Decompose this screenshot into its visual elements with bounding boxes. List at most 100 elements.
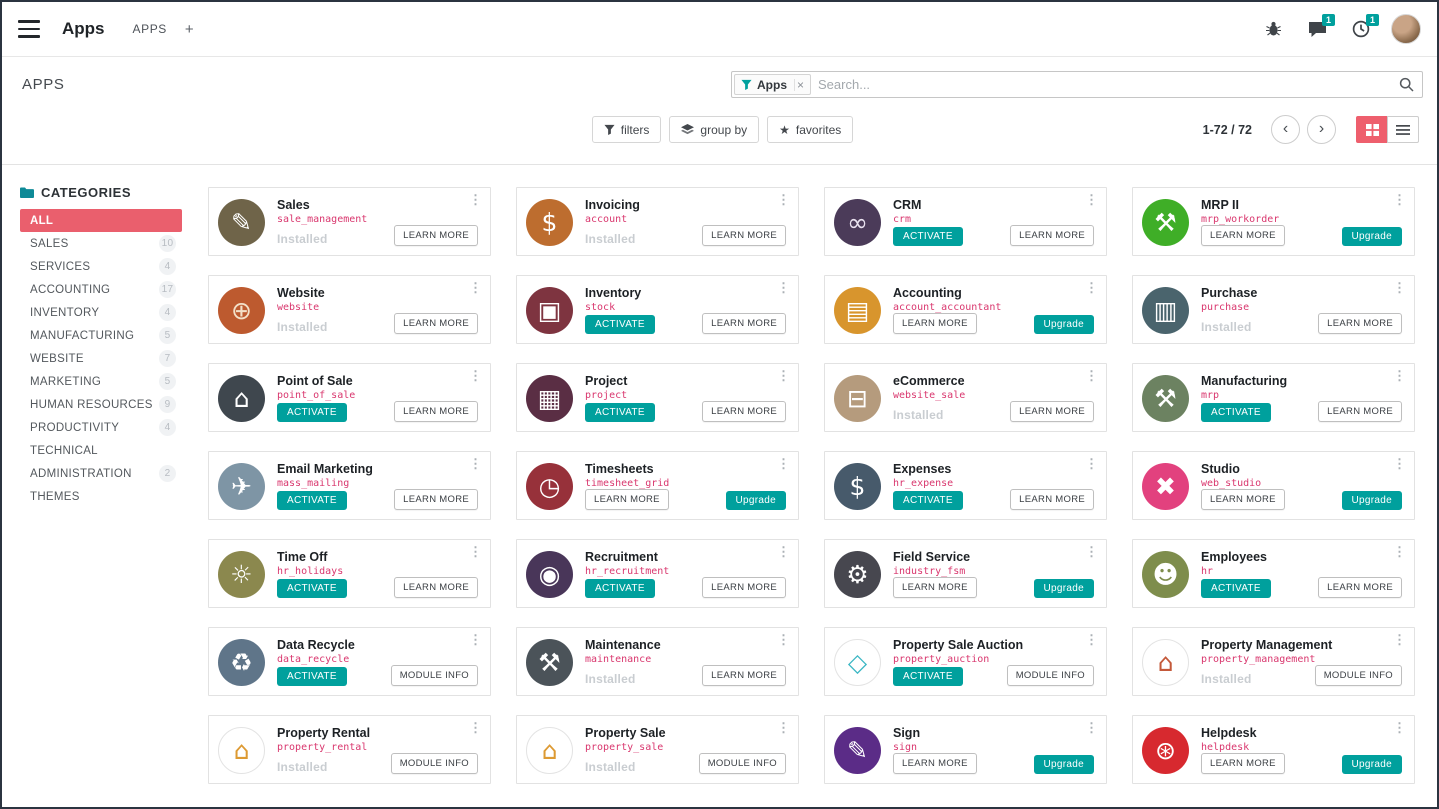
activities-clock-icon[interactable]: 1	[1343, 12, 1379, 46]
app-card-property_sale[interactable]: ⌂ Property Sale property_sale Installed …	[516, 715, 799, 784]
app-card-crm[interactable]: ∞ CRM crm ACTIVATE LEARN MORE ⋮	[824, 187, 1107, 256]
module-info-button[interactable]: MODULE INFO	[698, 753, 786, 774]
learn-more-button[interactable]: LEARN MORE	[702, 225, 786, 246]
learn-more-button[interactable]: LEARN MORE	[702, 313, 786, 334]
app-card-property_management[interactable]: ⌂ Property Management property_managemen…	[1132, 627, 1415, 696]
card-menu-icon[interactable]: ⋮	[1085, 456, 1098, 471]
list-view-button[interactable]	[1387, 116, 1419, 143]
activate-button[interactable]: ACTIVATE	[1201, 403, 1271, 422]
card-menu-icon[interactable]: ⋮	[777, 280, 790, 295]
learn-more-button[interactable]: LEARN MORE	[394, 401, 478, 422]
learn-more-button[interactable]: LEARN MORE	[1010, 225, 1094, 246]
sidebar-item-sales[interactable]: SALES 10	[20, 232, 182, 255]
filters-button[interactable]: filters	[591, 116, 662, 143]
app-card-purchase[interactable]: ▥ Purchase purchase Installed LEARN MORE…	[1132, 275, 1415, 344]
card-menu-icon[interactable]: ⋮	[1393, 720, 1406, 735]
card-menu-icon[interactable]: ⋮	[469, 280, 482, 295]
app-card-sale_management[interactable]: ✎ Sales sale_management Installed LEARN …	[208, 187, 491, 256]
facet-remove-icon[interactable]: ×	[794, 78, 804, 91]
card-menu-icon[interactable]: ⋮	[777, 720, 790, 735]
card-menu-icon[interactable]: ⋮	[1085, 720, 1098, 735]
card-menu-icon[interactable]: ⋮	[469, 544, 482, 559]
user-avatar[interactable]	[1391, 14, 1421, 44]
card-menu-icon[interactable]: ⋮	[1085, 280, 1098, 295]
app-card-web_studio[interactable]: ✖ Studio web_studio LEARN MORE Upgrade ⋮	[1132, 451, 1415, 520]
app-card-hr_holidays[interactable]: ☼ Time Off hr_holidays ACTIVATE LEARN MO…	[208, 539, 491, 608]
app-card-hr_expense[interactable]: $ Expenses hr_expense ACTIVATE LEARN MOR…	[824, 451, 1107, 520]
messages-chat-icon[interactable]: 1	[1299, 12, 1335, 46]
nav-item-apps[interactable]: APPS	[132, 22, 167, 36]
upgrade-button[interactable]: Upgrade	[1033, 315, 1094, 334]
card-menu-icon[interactable]: ⋮	[1393, 544, 1406, 559]
card-menu-icon[interactable]: ⋮	[1393, 456, 1406, 471]
learn-more-button[interactable]: LEARN MORE	[702, 577, 786, 598]
learn-more-button[interactable]: LEARN MORE	[893, 577, 977, 598]
pager-previous-button[interactable]: ‹	[1271, 115, 1300, 144]
card-menu-icon[interactable]: ⋮	[1393, 368, 1406, 383]
app-card-mrp[interactable]: ⚒ Manufacturing mrp ACTIVATE LEARN MORE …	[1132, 363, 1415, 432]
card-menu-icon[interactable]: ⋮	[777, 456, 790, 471]
card-menu-icon[interactable]: ⋮	[777, 632, 790, 647]
app-card-data_recycle[interactable]: ♻ Data Recycle data_recycle ACTIVATE MOD…	[208, 627, 491, 696]
sidebar-item-technical[interactable]: TECHNICAL	[20, 439, 182, 462]
activate-button[interactable]: ACTIVATE	[893, 667, 963, 686]
sidebar-item-website[interactable]: WEBSITE 7	[20, 347, 182, 370]
current-app-title[interactable]: Apps	[62, 19, 105, 38]
activate-button[interactable]: ACTIVATE	[277, 667, 347, 686]
learn-more-button[interactable]: LEARN MORE	[893, 753, 977, 774]
activate-button[interactable]: ACTIVATE	[893, 227, 963, 246]
module-info-button[interactable]: MODULE INFO	[1314, 665, 1402, 686]
group-by-button[interactable]: group by	[669, 116, 760, 143]
search-input[interactable]	[818, 77, 1399, 92]
learn-more-button[interactable]: LEARN MORE	[585, 489, 669, 510]
sidebar-item-all[interactable]: ALL	[20, 209, 182, 232]
app-card-hr[interactable]: ☻ Employees hr ACTIVATE LEARN MORE ⋮	[1132, 539, 1415, 608]
card-menu-icon[interactable]: ⋮	[777, 544, 790, 559]
sidebar-item-services[interactable]: SERVICES 4	[20, 255, 182, 278]
upgrade-button[interactable]: Upgrade	[1033, 579, 1094, 598]
sidebar-item-human-resources[interactable]: HUMAN RESOURCES 9	[20, 393, 182, 416]
sidebar-item-productivity[interactable]: PRODUCTIVITY 4	[20, 416, 182, 439]
app-card-property_rental[interactable]: ⌂ Property Rental property_rental Instal…	[208, 715, 491, 784]
learn-more-button[interactable]: LEARN MORE	[1010, 489, 1094, 510]
upgrade-button[interactable]: Upgrade	[1341, 755, 1402, 774]
search-bar[interactable]: Apps ×	[731, 71, 1423, 98]
app-card-project[interactable]: ▦ Project project ACTIVATE LEARN MORE ⋮	[516, 363, 799, 432]
learn-more-button[interactable]: LEARN MORE	[893, 313, 977, 334]
sidebar-item-themes[interactable]: THEMES	[20, 485, 182, 508]
app-card-timesheet_grid[interactable]: ◷ Timesheets timesheet_grid LEARN MORE U…	[516, 451, 799, 520]
app-card-helpdesk[interactable]: ⊛ Helpdesk helpdesk LEARN MORE Upgrade ⋮	[1132, 715, 1415, 784]
app-card-point_of_sale[interactable]: ⌂ Point of Sale point_of_sale ACTIVATE L…	[208, 363, 491, 432]
app-card-account_accountant[interactable]: ▤ Accounting account_accountant LEARN MO…	[824, 275, 1107, 344]
learn-more-button[interactable]: LEARN MORE	[1201, 489, 1285, 510]
app-card-website_sale[interactable]: ⊟ eCommerce website_sale Installed LEARN…	[824, 363, 1107, 432]
app-card-hr_recruitment[interactable]: ◉ Recruitment hr_recruitment ACTIVATE LE…	[516, 539, 799, 608]
learn-more-button[interactable]: LEARN MORE	[702, 401, 786, 422]
activate-button[interactable]: ACTIVATE	[585, 315, 655, 334]
sidebar-item-accounting[interactable]: ACCOUNTING 17	[20, 278, 182, 301]
sidebar-item-inventory[interactable]: INVENTORY 4	[20, 301, 182, 324]
app-card-account[interactable]: $ Invoicing account Installed LEARN MORE…	[516, 187, 799, 256]
module-info-button[interactable]: MODULE INFO	[1006, 665, 1094, 686]
activate-button[interactable]: ACTIVATE	[1201, 579, 1271, 598]
favorites-button[interactable]: ★ favorites	[767, 116, 854, 143]
activate-button[interactable]: ACTIVATE	[893, 491, 963, 510]
upgrade-button[interactable]: Upgrade	[1033, 755, 1094, 774]
module-info-button[interactable]: MODULE INFO	[390, 753, 478, 774]
app-card-sign[interactable]: ✎ Sign sign LEARN MORE Upgrade ⋮	[824, 715, 1107, 784]
card-menu-icon[interactable]: ⋮	[469, 456, 482, 471]
add-icon[interactable]: +	[184, 20, 194, 38]
card-menu-icon[interactable]: ⋮	[1085, 192, 1098, 207]
card-menu-icon[interactable]: ⋮	[1085, 632, 1098, 647]
module-info-button[interactable]: MODULE INFO	[390, 665, 478, 686]
card-menu-icon[interactable]: ⋮	[469, 632, 482, 647]
card-menu-icon[interactable]: ⋮	[777, 368, 790, 383]
sidebar-item-administration[interactable]: ADMINISTRATION 2	[20, 462, 182, 485]
app-card-website[interactable]: ⊕ Website website Installed LEARN MORE ⋮	[208, 275, 491, 344]
debug-bug-icon[interactable]	[1255, 12, 1291, 46]
learn-more-button[interactable]: LEARN MORE	[394, 225, 478, 246]
card-menu-icon[interactable]: ⋮	[1085, 544, 1098, 559]
pager-next-button[interactable]: ›	[1307, 115, 1336, 144]
app-card-mrp_workorder[interactable]: ⚒ MRP II mrp_workorder LEARN MORE Upgrad…	[1132, 187, 1415, 256]
card-menu-icon[interactable]: ⋮	[777, 192, 790, 207]
